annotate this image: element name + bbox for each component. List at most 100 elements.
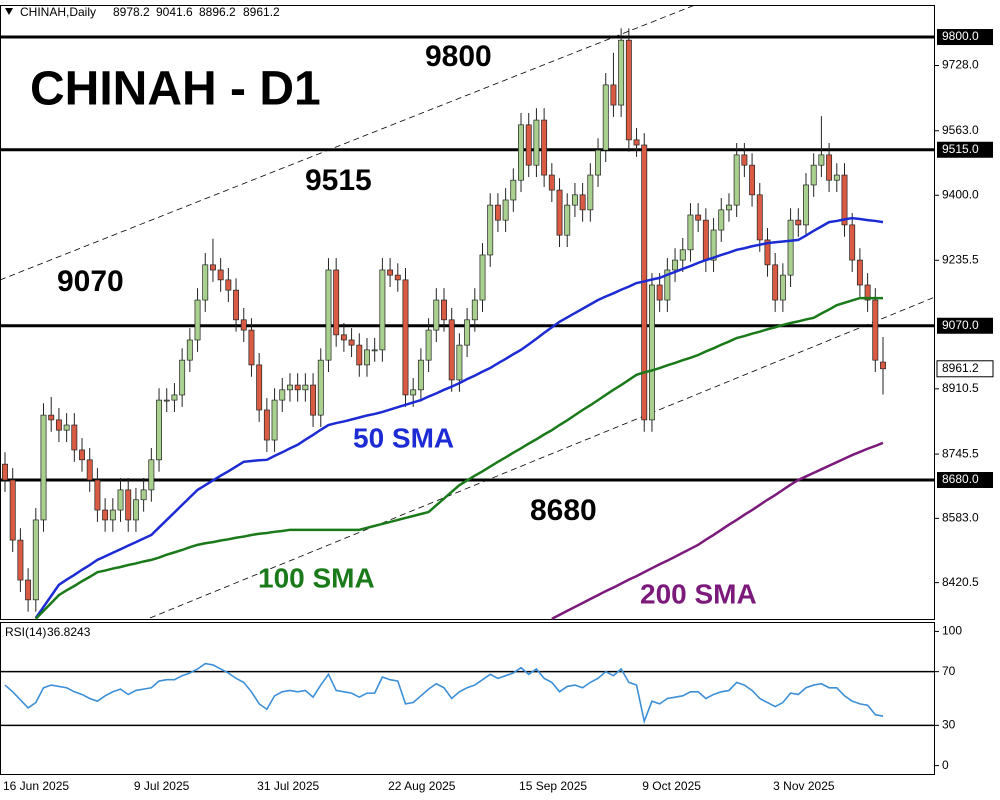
candle-body [248,329,255,366]
level-label: 9800.0 [942,29,979,43]
sma-line [34,296,883,620]
candle-body [564,204,571,236]
candle-body [240,319,247,331]
candle-body [841,174,848,226]
rsi-last-value: 36.8243 [47,625,91,639]
candle-body [533,119,540,166]
y-tick-label: 8745.5 [942,446,979,460]
candle-body [548,174,555,191]
channel-lower [149,296,936,619]
series-label: 100 SMA [258,562,375,593]
y-tick-label: 9563.0 [942,123,979,137]
sma-line [551,441,884,620]
candle-body [364,349,370,366]
series-label: 200 SMA [640,578,757,609]
candle-body [494,204,501,221]
y-tick-label: 9400.0 [942,187,979,201]
rsi-panel [0,622,935,775]
candle-body [310,384,317,416]
candle-body [610,84,617,106]
candle-body [55,419,62,431]
candle-body [502,199,509,221]
candle-body [94,479,101,511]
candle-body [756,194,763,241]
y-tick-label: 0 [942,758,949,772]
chart-title: CHINAH - D1 [30,63,321,116]
candle-body [702,219,709,261]
y-tick-label: 9728.0 [942,58,979,72]
candle-body [394,274,401,281]
candle-body [32,519,39,601]
series-label: 50 SMA [353,422,454,453]
level-annotation: 9070 [57,265,124,298]
candle-body [625,39,632,141]
last-price-label: 8961.2 [942,361,979,375]
candle-body [795,219,802,226]
candle-body [217,269,224,281]
candle-body [779,274,786,301]
candle-body [810,164,817,186]
candle-body [379,269,386,351]
candle-body [833,174,840,181]
level-label-box [937,471,993,488]
candle-body [595,149,601,176]
candle-body [333,269,340,336]
candle-body [826,154,833,181]
sma-line [34,216,884,619]
candle-body [433,299,440,331]
candle-body [132,499,139,521]
x-tick-label: 3 Nov 2025 [773,779,835,793]
candle-body [510,179,517,201]
x-tick-label: 16 Jun 2025 [3,779,69,793]
candle-body [171,394,178,401]
level-label-box [937,29,993,46]
candle-body [148,459,155,491]
level-label-box [937,317,993,334]
candle-body [718,209,725,231]
candle-body [710,229,717,261]
candle-body [402,279,409,396]
candle-body [864,284,871,301]
header-open: 8978.2 [113,5,150,19]
candle-body [849,224,856,261]
level-annotation: 8680 [530,494,597,527]
x-tick-label: 31 Jul 2025 [257,779,319,793]
candle-body [25,579,32,601]
candle-body [48,414,55,421]
level-label: 9515.0 [942,142,979,156]
header-high: 9041.6 [156,5,193,19]
candle-body [63,424,70,431]
candle-body [117,489,124,511]
candle-body [17,539,24,581]
candle-body [487,204,494,256]
x-tick-label: 9 Jul 2025 [134,779,190,793]
candle-body [479,254,486,301]
y-tick-label: 8583.0 [942,511,979,525]
header-arrow [5,8,13,15]
last-price-box [936,360,994,378]
candle-body [471,299,478,321]
candle-body [371,349,378,352]
x-tick-label: 22 Aug 2025 [388,779,456,793]
candle-body [880,361,886,370]
candle-body [263,409,270,441]
candle-body [179,359,186,396]
candle-body [233,289,240,321]
candle-body [225,279,232,291]
candle-body [733,154,740,206]
candle-body [441,299,447,321]
candle-body [664,269,671,301]
candle-body [2,463,8,481]
candle-body [618,39,625,106]
level-label-box [937,141,993,158]
candle-body [125,489,132,521]
candle-body [163,399,170,402]
candle-body [79,449,85,461]
candle-body [294,384,301,391]
level-annotation: 9800 [425,40,492,73]
candle-body [518,124,524,181]
candle-body [325,269,332,361]
candle-body [194,299,201,341]
candle-body [772,264,779,301]
